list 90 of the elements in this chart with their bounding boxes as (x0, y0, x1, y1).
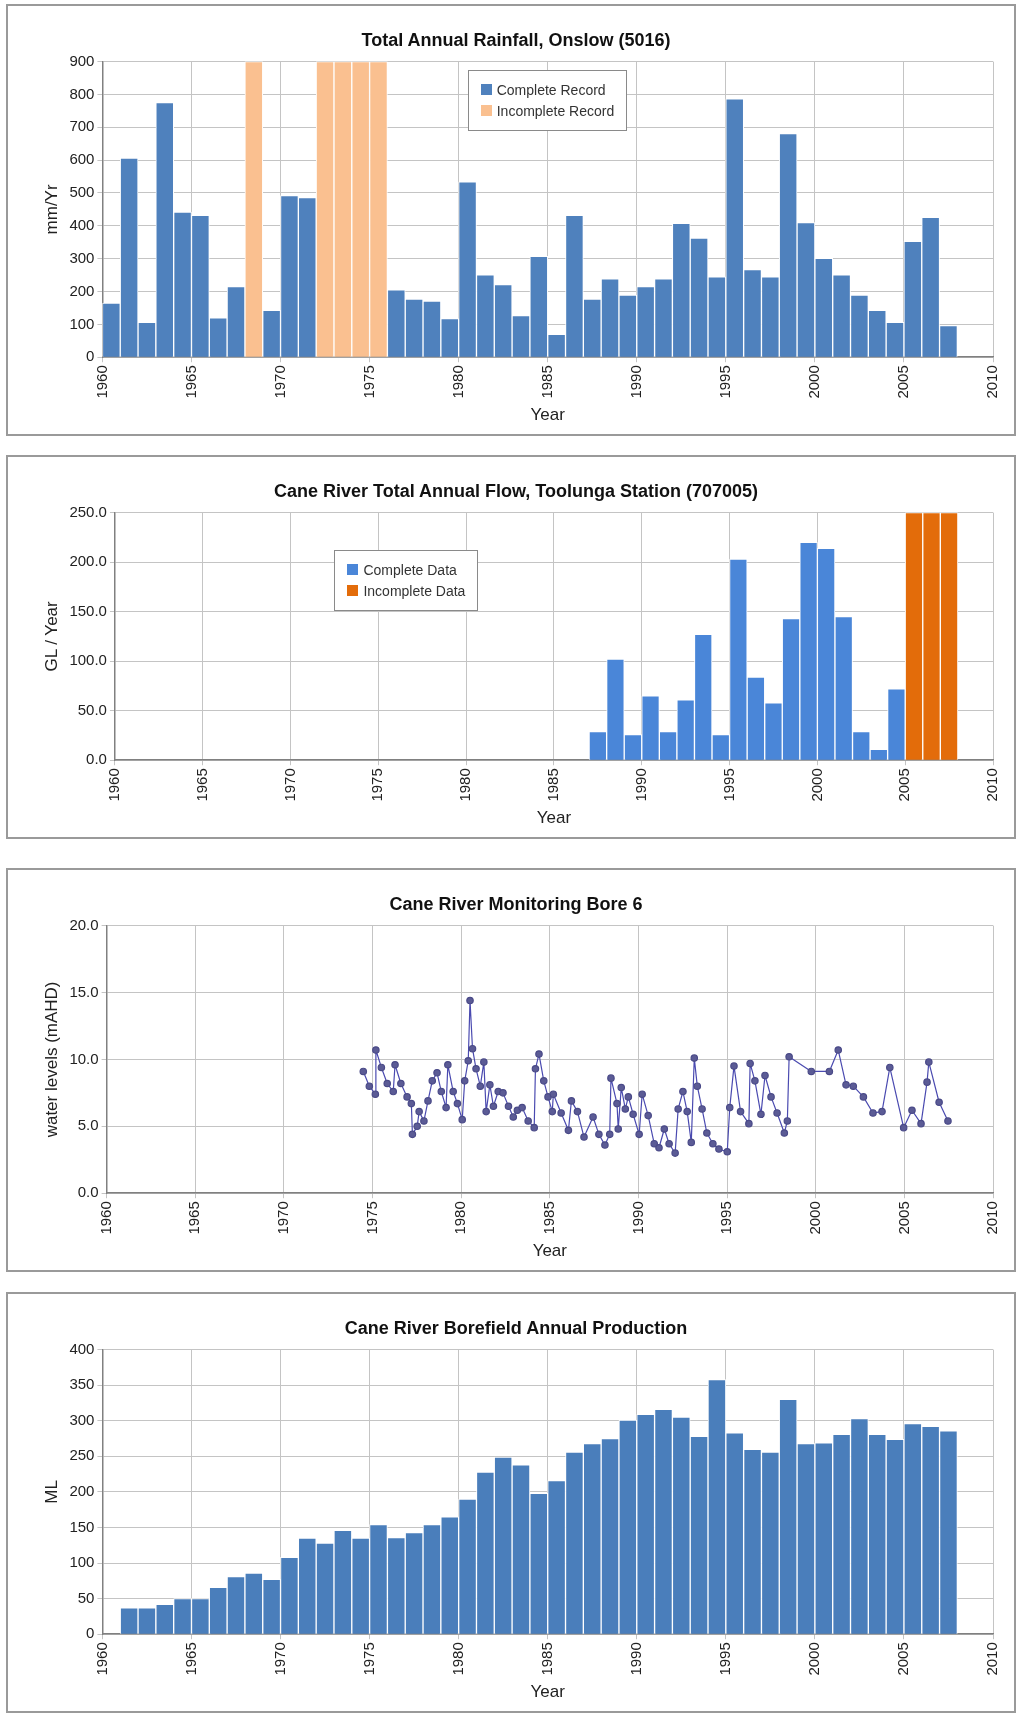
chart-title: Cane River Monitoring Bore 6 (389, 893, 643, 914)
x-tick-label: 1990 (628, 1201, 646, 1235)
y-tick-label: 50 (77, 1588, 95, 1606)
y-tick-label: 800 (69, 84, 95, 102)
x-tick-label: 1965 (192, 768, 210, 802)
x-tick-label: 1965 (185, 1201, 203, 1235)
x-tick-label: 2005 (894, 1201, 912, 1235)
x-tick-label: 2010 (983, 1642, 1001, 1676)
x-tick-label: 1970 (274, 1201, 292, 1235)
x-tick-label: 1995 (717, 1201, 735, 1235)
x-tick-label: 1990 (626, 365, 644, 399)
x-tick-label: 1960 (105, 768, 123, 802)
y-tick-label: 700 (69, 117, 95, 135)
y-axis-title: mm/Yr (41, 184, 61, 235)
x-tick-label: 2005 (894, 1642, 912, 1676)
x-tick-label: 1990 (626, 1642, 644, 1676)
x-tick-label: 1985 (537, 1642, 555, 1676)
x-tick-label: 1970 (280, 768, 298, 802)
legend-label: Incomplete Record (496, 102, 615, 119)
chart-title: Cane River Total Annual Flow, Toolunga Station (707005) (273, 480, 759, 501)
legend-label: Incomplete Data (363, 582, 466, 599)
y-tick-label: 50.0 (77, 700, 107, 718)
y-axis-title: GL / Year (41, 600, 61, 672)
y-axis-title: ML (41, 1480, 61, 1504)
y-tick-label: 15.0 (69, 982, 99, 1000)
x-tick-label: 1985 (537, 365, 555, 399)
x-tick-label: 1985 (539, 1201, 557, 1235)
x-tick-label: 1970 (270, 365, 288, 399)
x-tick-label: 1975 (359, 1642, 377, 1676)
y-tick-label: 5.0 (77, 1116, 99, 1134)
x-tick-label: 1980 (451, 1201, 469, 1235)
x-tick-label: 2005 (894, 365, 912, 399)
x-tick-label: 1970 (270, 1642, 288, 1676)
x-axis-title: Year (530, 1682, 566, 1702)
y-tick-label: 900 (69, 51, 95, 69)
x-tick-label: 1975 (368, 768, 386, 802)
y-tick-label: 600 (69, 150, 95, 168)
y-tick-label: 400 (69, 1339, 95, 1357)
x-tick-label: 1980 (456, 768, 474, 802)
y-tick-label: 100.0 (69, 651, 107, 669)
x-tick-label: 1985 (544, 768, 562, 802)
x-axis-title: Year (532, 1241, 568, 1261)
y-tick-label: 150 (69, 1517, 95, 1535)
y-tick-label: 500 (69, 183, 95, 201)
y-tick-label: 350 (69, 1375, 95, 1393)
y-tick-label: 0.0 (86, 750, 107, 768)
x-tick-label: 1980 (448, 365, 466, 399)
x-axis-title: Year (536, 808, 572, 828)
x-tick-label: 2000 (807, 768, 825, 802)
x-tick-label: 1960 (92, 1642, 110, 1676)
x-tick-label: 2010 (983, 1201, 1001, 1235)
x-tick-label: 2000 (805, 365, 823, 399)
y-tick-label: 0 (86, 1624, 95, 1642)
y-tick-label: 100 (69, 314, 95, 332)
chart-title: Total Annual Rainfall, Onslow (5016) (361, 29, 671, 50)
legend-label: Complete Data (363, 561, 457, 578)
x-axis-title: Year (530, 405, 566, 425)
x-tick-label: 1965 (181, 1642, 199, 1676)
x-tick-label: 2005 (895, 768, 913, 802)
x-tick-label: 1975 (362, 1201, 380, 1235)
x-tick-label: 1990 (631, 768, 649, 802)
x-tick-label: 1965 (181, 365, 199, 399)
y-tick-label: 400 (69, 215, 95, 233)
x-tick-label: 1960 (96, 1201, 114, 1235)
x-tick-label: 2010 (983, 365, 1001, 399)
y-tick-label: 0.0 (77, 1183, 99, 1201)
x-tick-label: 2010 (983, 768, 1001, 802)
x-tick-label: 2000 (805, 1642, 823, 1676)
y-tick-label: 150.0 (69, 601, 107, 619)
legend-label: Complete Record (496, 81, 606, 98)
y-axis-title: water levels (mAHD) (41, 981, 61, 1139)
x-tick-label: 1995 (719, 768, 737, 802)
x-tick-label: 1995 (715, 1642, 733, 1676)
x-tick-label: 1960 (92, 365, 110, 399)
y-tick-label: 10.0 (69, 1049, 99, 1067)
y-tick-label: 300 (69, 1410, 95, 1428)
y-tick-label: 250 (69, 1446, 95, 1464)
y-tick-label: 250.0 (69, 502, 107, 520)
x-tick-label: 2000 (805, 1201, 823, 1235)
chart-title: Cane River Borefield Annual Production (344, 1317, 688, 1338)
x-tick-label: 1980 (448, 1642, 466, 1676)
y-tick-label: 20.0 (69, 915, 99, 933)
y-tick-label: 0 (86, 347, 95, 365)
x-tick-label: 1995 (715, 365, 733, 399)
y-tick-label: 200.0 (69, 552, 107, 570)
y-tick-label: 300 (69, 248, 95, 266)
y-tick-label: 100 (69, 1553, 95, 1571)
y-tick-label: 200 (69, 281, 95, 299)
x-tick-label: 1975 (359, 365, 377, 399)
y-tick-label: 200 (69, 1482, 95, 1500)
